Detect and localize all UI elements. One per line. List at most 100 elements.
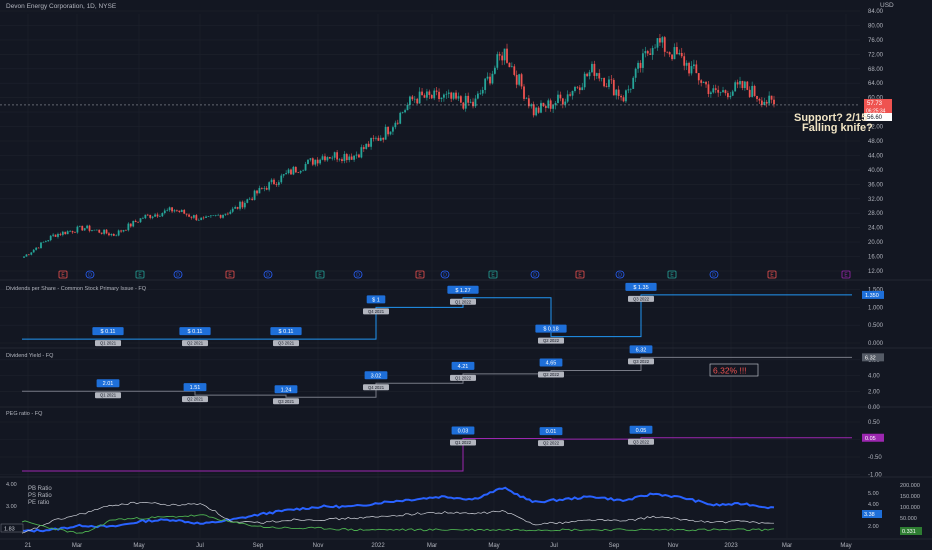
- candle-body: [525, 98, 528, 99]
- candle-body: [202, 217, 205, 219]
- candle-body: [443, 94, 445, 98]
- candle-body: [627, 89, 630, 91]
- candle-body: [180, 210, 183, 212]
- time-label: May: [840, 543, 851, 549]
- value-label: 0.05: [636, 428, 647, 434]
- candle-body: [574, 86, 576, 91]
- event-marker: [575, 270, 585, 279]
- candle-body: [527, 98, 530, 107]
- candle-body: [559, 94, 562, 99]
- value-label-box: [451, 361, 475, 370]
- value-label: $ 0.11: [279, 329, 294, 335]
- candle-body: [166, 210, 169, 211]
- candle-body: [549, 100, 552, 109]
- ratio-left-tag-box: [0, 523, 24, 533]
- candle-body: [100, 232, 103, 234]
- value-label-box: [535, 324, 567, 333]
- time-label: Mar: [427, 543, 437, 549]
- candle-body: [25, 254, 28, 257]
- value-label-box: [274, 385, 298, 394]
- step-line: [22, 437, 774, 472]
- candle-body: [209, 215, 212, 217]
- candle-body: [57, 233, 59, 237]
- event-marker: [440, 270, 450, 279]
- time-label: 21: [25, 543, 32, 549]
- event-marker: [85, 270, 95, 279]
- event-marker-label: E: [61, 273, 65, 279]
- event-marker-label: E: [578, 273, 582, 279]
- candle-body: [668, 52, 671, 55]
- candle-body: [110, 233, 113, 236]
- candle-body: [722, 90, 724, 93]
- value-label: $ 0.11: [188, 329, 203, 335]
- candle-body: [205, 216, 207, 218]
- candle-body: [758, 98, 761, 101]
- price-axis-label: 36.00: [868, 182, 884, 188]
- annotation-falling-knife: Falling knife?: [802, 122, 873, 134]
- period-label: Q2 2021: [187, 341, 204, 346]
- candle-body: [69, 231, 72, 232]
- candle-body: [447, 92, 450, 94]
- candle-body: [666, 51, 669, 53]
- candle-body: [748, 89, 751, 97]
- event-marker-label: E: [138, 273, 142, 279]
- candle-body: [399, 112, 402, 124]
- candle-body: [375, 137, 377, 139]
- candle-body: [433, 90, 436, 99]
- candle-body: [501, 55, 504, 61]
- price-axis-label: 60.00: [868, 96, 884, 102]
- last-value-tag-box: [862, 290, 884, 299]
- candle-body: [27, 254, 30, 256]
- period-label: Q4 2021: [368, 309, 385, 314]
- candle-body: [646, 51, 649, 54]
- value-label-box: [270, 327, 302, 336]
- candle-body: [268, 182, 271, 190]
- candle-body: [557, 94, 559, 103]
- candle-body: [523, 86, 525, 99]
- candle-body: [426, 91, 428, 98]
- candle-body: [105, 229, 108, 234]
- candle-body: [379, 137, 382, 141]
- candle-body: [367, 143, 370, 147]
- value-label-box: [629, 345, 653, 354]
- candle-body: [358, 154, 360, 158]
- candle-body: [637, 62, 639, 69]
- event-marker: [709, 270, 719, 279]
- candle-body: [508, 62, 511, 68]
- price-panel[interactable]: 84.0080.0076.0072.0068.0064.0060.0056.00…: [0, 9, 892, 279]
- price-axis-label: 84.00: [868, 9, 884, 15]
- candle-body: [83, 228, 86, 231]
- candle-body: [122, 230, 125, 232]
- value-label: 4.21: [458, 364, 469, 370]
- candle-body: [693, 64, 695, 67]
- period-label-box: [628, 358, 654, 365]
- legend-pe: PE ratio: [28, 500, 50, 506]
- period-label: Q1 2021: [100, 393, 117, 398]
- candle-body: [513, 66, 516, 75]
- candle-body: [729, 95, 732, 98]
- candle-body: [731, 91, 734, 96]
- candle-body: [316, 159, 319, 164]
- candle-body: [438, 91, 440, 99]
- last-price-tag: 57.73: [867, 101, 883, 107]
- candle-body: [435, 90, 438, 92]
- candle-body: [137, 222, 139, 223]
- dividends-panel[interactable]: 1.500 1.000 0.500 0.000 $ 0.11 Q1 2021 $ 0.11 Q…: [22, 282, 884, 347]
- candle-body: [763, 101, 766, 105]
- ratio-panel[interactable]: 200.000150.000100.00050.0005.004.003.002…: [21, 483, 922, 535]
- axis-label: 0.500: [868, 323, 884, 329]
- candle-body: [571, 90, 574, 96]
- candle-body: [656, 38, 659, 48]
- event-marker-label: E: [318, 273, 322, 279]
- value-label-box: [179, 327, 211, 336]
- axis-label: 2.00: [868, 389, 880, 395]
- period-label: Q3 2022: [633, 296, 650, 301]
- candle-body: [430, 94, 433, 99]
- candle-body: [61, 231, 64, 235]
- time-label: May: [488, 543, 499, 549]
- candle-body: [719, 92, 722, 93]
